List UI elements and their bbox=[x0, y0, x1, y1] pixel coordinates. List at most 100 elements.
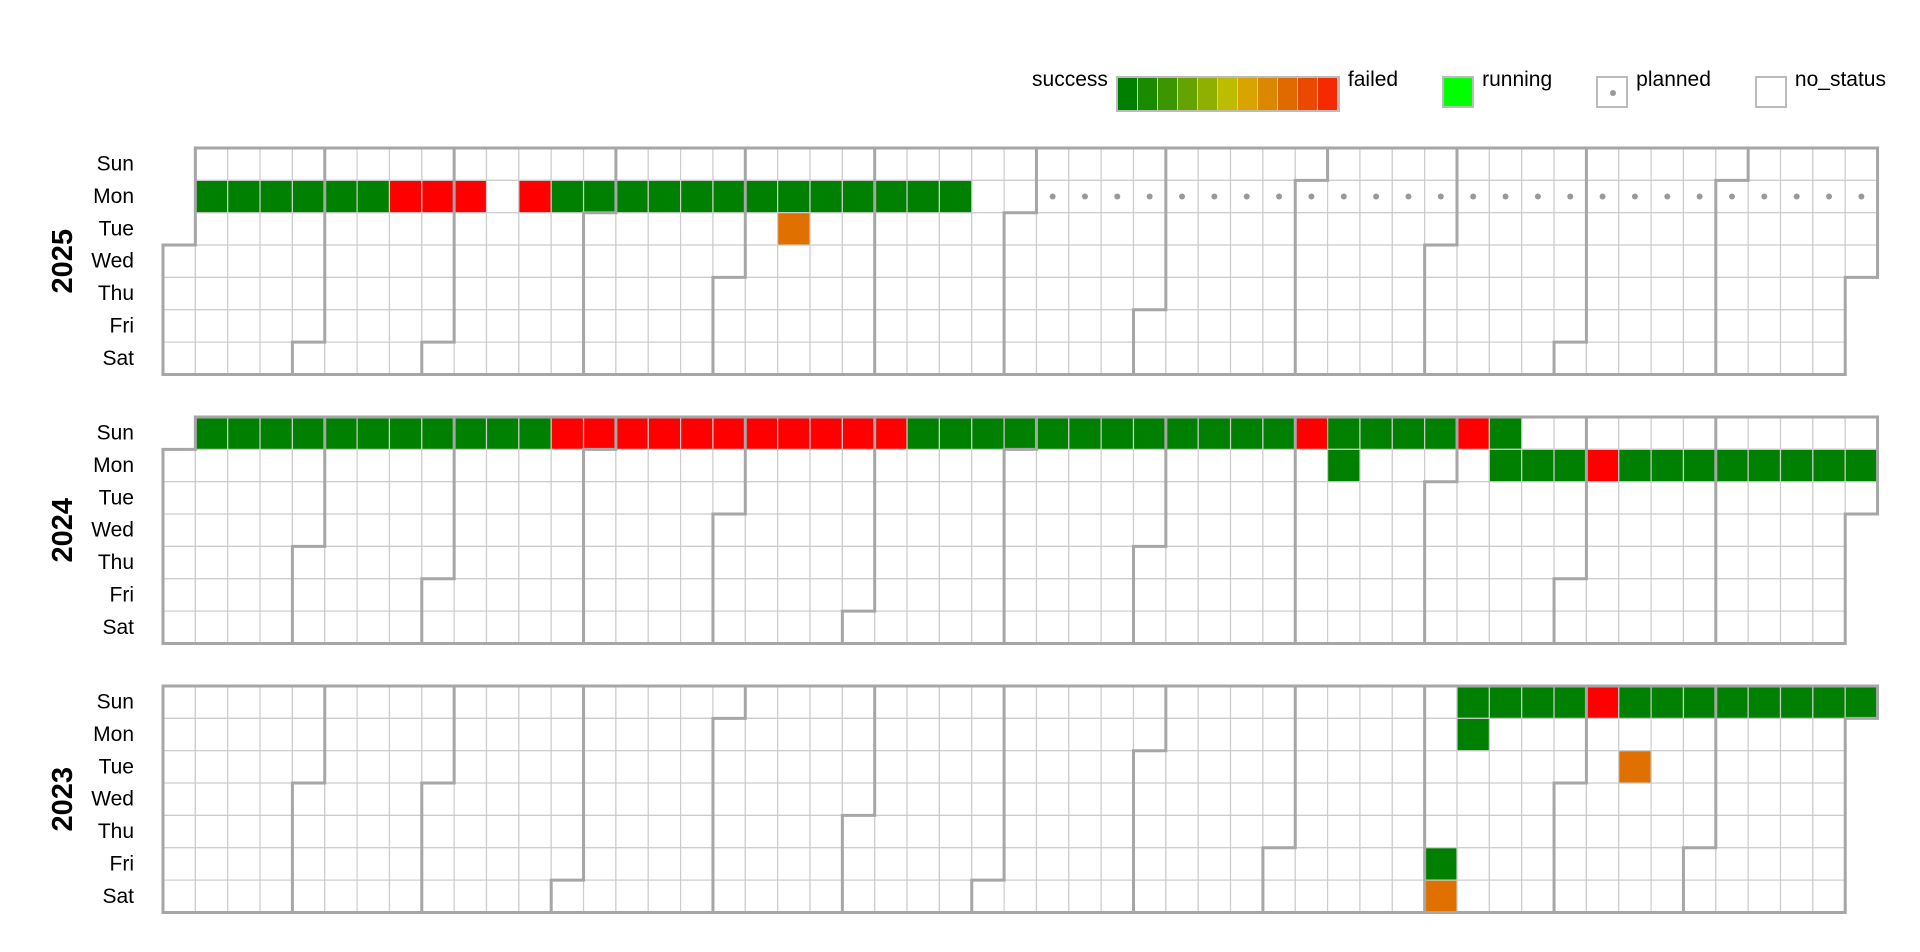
day-cell bbox=[1521, 244, 1555, 279]
day-cell bbox=[485, 179, 520, 214]
day-cell bbox=[1003, 276, 1038, 311]
day-cell bbox=[1100, 610, 1135, 645]
day-cell bbox=[1068, 147, 1102, 181]
run-cell-success bbox=[938, 179, 973, 214]
day-cell bbox=[421, 244, 455, 279]
day-cell bbox=[1650, 545, 1685, 580]
day-cell bbox=[162, 578, 196, 612]
day-cell bbox=[679, 814, 714, 849]
day-cell bbox=[647, 814, 682, 849]
day-cell bbox=[194, 847, 229, 881]
run-cell-success bbox=[194, 416, 229, 450]
day-cell bbox=[485, 309, 520, 343]
day-cell bbox=[1747, 416, 1782, 450]
day-cell bbox=[1456, 448, 1490, 483]
day-cell bbox=[1165, 847, 1199, 881]
day-cell bbox=[1294, 685, 1329, 719]
day-cell bbox=[518, 513, 552, 547]
day-cell bbox=[1197, 717, 1232, 752]
run-cell-success bbox=[1682, 448, 1717, 483]
day-cell bbox=[1424, 147, 1458, 181]
day-cell bbox=[1035, 309, 1070, 343]
day-cell bbox=[1391, 750, 1426, 784]
day-cell bbox=[777, 341, 811, 376]
day-cell bbox=[356, 685, 391, 719]
day-cell bbox=[744, 879, 779, 914]
day-cell bbox=[1197, 448, 1232, 483]
day-cell bbox=[453, 513, 488, 547]
day-cell bbox=[194, 814, 229, 849]
day-cell bbox=[453, 276, 488, 311]
day-cell bbox=[1521, 513, 1555, 547]
day-cell bbox=[615, 814, 649, 849]
day-cell bbox=[1585, 782, 1620, 816]
day-cell bbox=[809, 276, 843, 311]
day-cell bbox=[1682, 341, 1717, 376]
planned-marker bbox=[1437, 193, 1444, 200]
day-cell bbox=[971, 341, 1005, 376]
day-cell bbox=[1682, 717, 1717, 752]
day-cell bbox=[1294, 309, 1329, 343]
run-cell-failed bbox=[518, 179, 552, 214]
day-cell bbox=[841, 610, 876, 645]
day-cell bbox=[1391, 545, 1426, 580]
day-cell bbox=[194, 545, 229, 580]
day-cell bbox=[1391, 309, 1426, 343]
day-cell bbox=[841, 341, 876, 376]
day-cell bbox=[1326, 341, 1361, 376]
day-cell bbox=[324, 481, 358, 515]
day-cell bbox=[550, 814, 585, 849]
day-cell bbox=[582, 847, 617, 881]
run-cell-success bbox=[777, 179, 811, 214]
month-separator bbox=[582, 417, 618, 644]
day-cell bbox=[906, 685, 940, 719]
day-cell bbox=[1197, 244, 1232, 279]
day-cell bbox=[1068, 782, 1102, 816]
day-cell bbox=[1359, 212, 1393, 246]
day-cell bbox=[906, 717, 940, 752]
day-cell bbox=[356, 244, 391, 279]
day-cell bbox=[1262, 782, 1296, 816]
day-cell bbox=[1294, 448, 1329, 483]
day-cell bbox=[388, 341, 423, 376]
day-cell bbox=[1682, 545, 1717, 580]
run-cell-success bbox=[453, 416, 488, 450]
day-cell bbox=[550, 147, 585, 181]
day-cell bbox=[874, 782, 908, 816]
day-cell bbox=[1585, 244, 1620, 279]
run-cell-success bbox=[1197, 416, 1232, 450]
day-cell bbox=[1068, 309, 1102, 343]
day-cell bbox=[1165, 341, 1199, 376]
day-cell bbox=[809, 717, 843, 752]
day-cell bbox=[582, 750, 617, 784]
day-cell bbox=[712, 782, 746, 816]
day-cell bbox=[1521, 782, 1555, 816]
planned-marker bbox=[1146, 193, 1153, 200]
day-cell bbox=[259, 276, 293, 311]
legend-planned-label: planned bbox=[1636, 68, 1711, 91]
day-cell bbox=[906, 309, 940, 343]
day-cell bbox=[1488, 212, 1523, 246]
run-cell-success bbox=[550, 179, 585, 214]
planned-marker bbox=[1308, 193, 1315, 200]
day-cell bbox=[1165, 513, 1199, 547]
planned-marker bbox=[1696, 193, 1703, 200]
day-cell bbox=[1229, 276, 1264, 311]
day-cell bbox=[1165, 309, 1199, 343]
day-cell bbox=[388, 782, 423, 816]
day-cell bbox=[777, 309, 811, 343]
day-cell bbox=[1488, 147, 1523, 181]
day-cell bbox=[1779, 717, 1814, 752]
day-cell bbox=[971, 578, 1005, 612]
day-cell bbox=[227, 847, 261, 881]
day-cell bbox=[809, 814, 843, 849]
day-cell bbox=[1035, 814, 1070, 849]
day-cell bbox=[1618, 814, 1652, 849]
day-cell bbox=[194, 147, 229, 181]
day-cell bbox=[744, 147, 779, 181]
day-cell bbox=[1100, 448, 1135, 483]
day-cell bbox=[388, 750, 423, 784]
day-cell bbox=[453, 578, 488, 612]
day-cell bbox=[906, 481, 940, 515]
day-cell bbox=[582, 276, 617, 311]
